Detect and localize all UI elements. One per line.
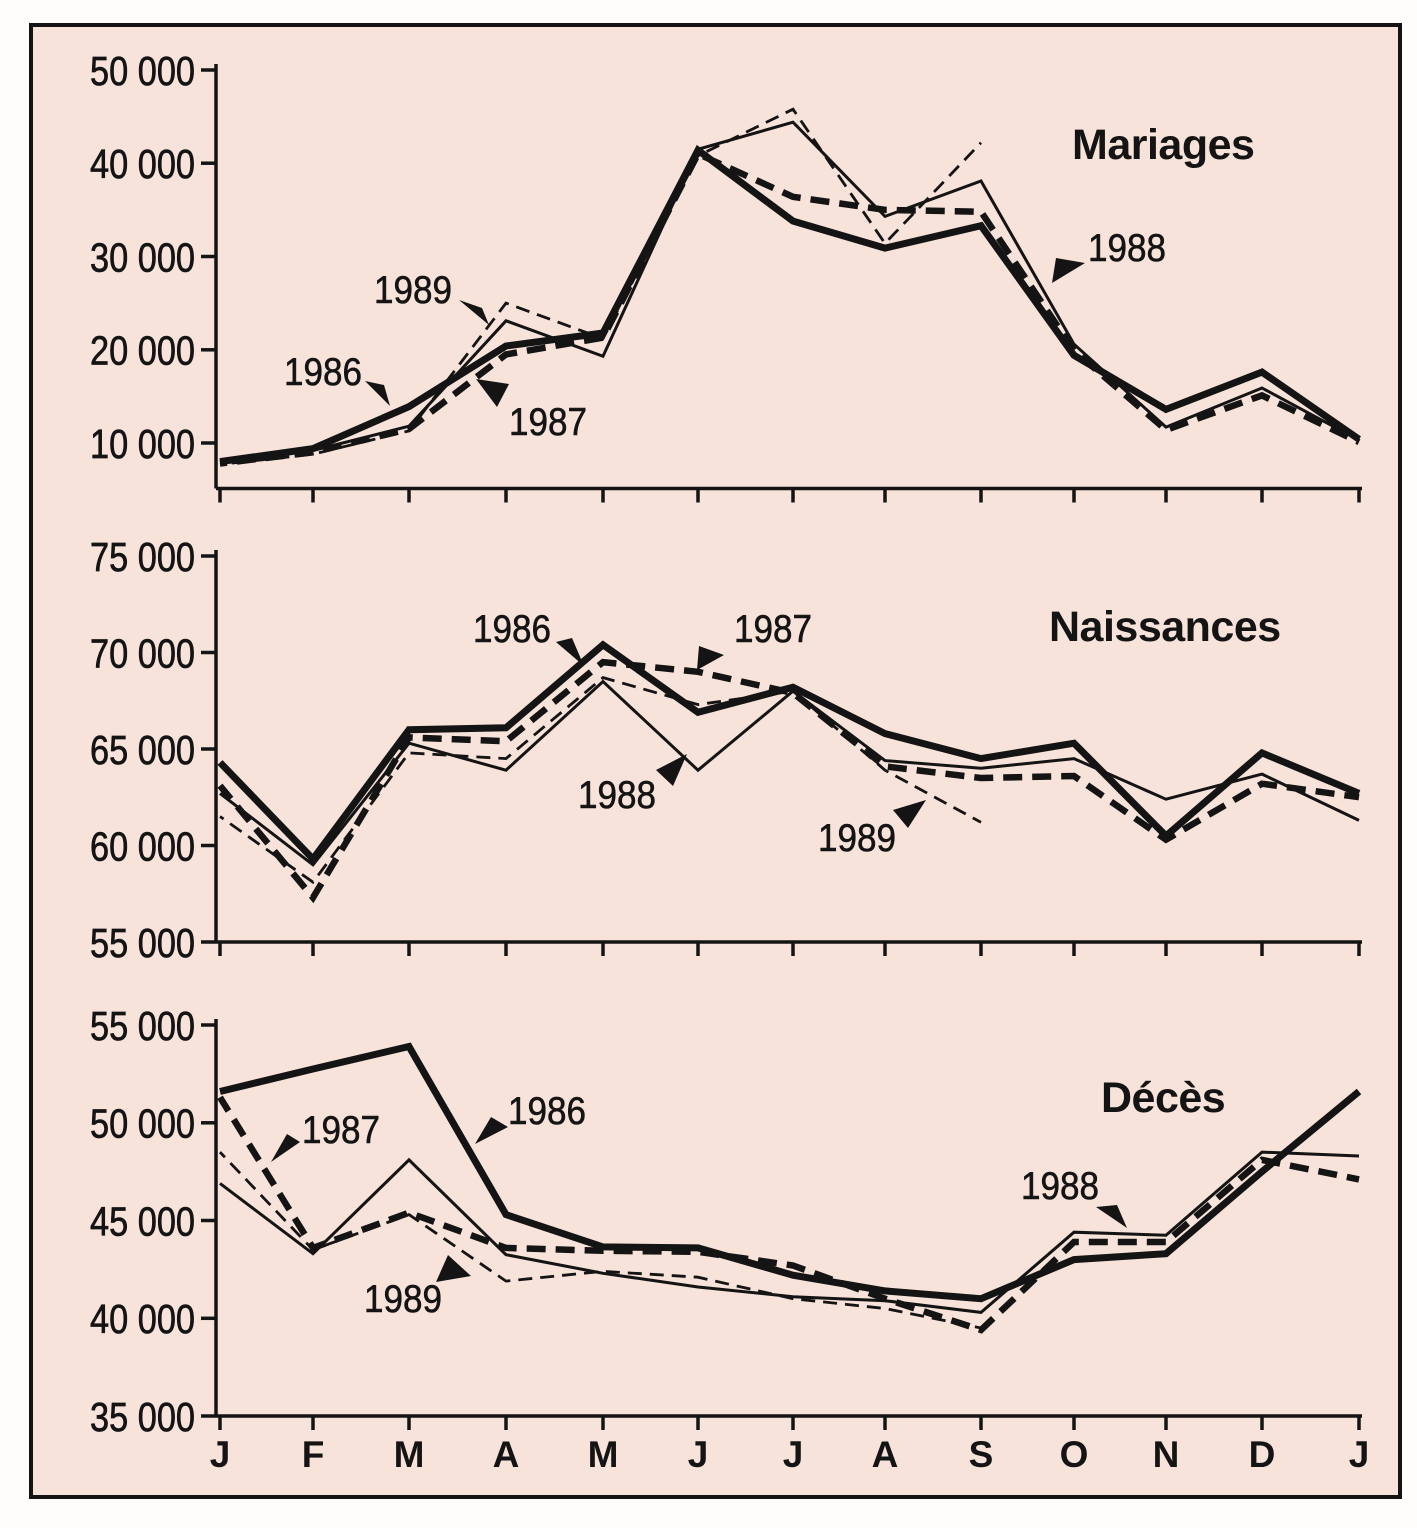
svg-text:O: O [1060, 1434, 1089, 1475]
svg-text:F: F [302, 1434, 325, 1475]
svg-text:75 000: 75 000 [90, 534, 195, 580]
svg-text:20 000: 20 000 [90, 328, 195, 374]
svg-text:50 000: 50 000 [90, 48, 195, 94]
svg-text:10 000: 10 000 [90, 421, 195, 467]
svg-text:M: M [588, 1434, 619, 1475]
svg-text:1988: 1988 [578, 774, 656, 817]
svg-text:35 000: 35 000 [90, 1394, 195, 1440]
svg-text:1986: 1986 [284, 351, 362, 394]
svg-text:1988: 1988 [1088, 227, 1166, 270]
svg-text:1989: 1989 [374, 269, 452, 312]
svg-text:J: J [783, 1434, 804, 1475]
svg-text:55 000: 55 000 [90, 1003, 195, 1049]
svg-text:55 000: 55 000 [90, 920, 195, 966]
svg-text:40 000: 40 000 [90, 141, 195, 187]
svg-text:1987: 1987 [509, 401, 587, 444]
svg-text:45 000: 45 000 [90, 1198, 195, 1244]
svg-text:A: A [493, 1434, 520, 1475]
svg-text:1987: 1987 [734, 608, 812, 651]
svg-text:S: S [969, 1434, 994, 1475]
svg-text:1989: 1989 [364, 1278, 442, 1321]
svg-text:D: D [1249, 1434, 1276, 1475]
svg-text:30 000: 30 000 [90, 234, 195, 280]
svg-text:40 000: 40 000 [90, 1296, 195, 1342]
svg-text:J: J [1349, 1434, 1370, 1475]
svg-text:50 000: 50 000 [90, 1101, 195, 1147]
svg-text:Décès: Décès [1101, 1074, 1225, 1122]
svg-text:70 000: 70 000 [90, 630, 195, 676]
svg-text:1986: 1986 [473, 608, 551, 651]
svg-text:N: N [1153, 1434, 1180, 1475]
svg-text:1988: 1988 [1021, 1165, 1099, 1208]
svg-text:M: M [394, 1434, 425, 1475]
svg-text:65 000: 65 000 [90, 727, 195, 773]
svg-text:1987: 1987 [302, 1109, 380, 1152]
svg-text:1989: 1989 [818, 817, 896, 860]
svg-text:A: A [872, 1434, 899, 1475]
svg-text:1986: 1986 [508, 1090, 586, 1133]
svg-text:J: J [688, 1434, 709, 1475]
svg-text:J: J [210, 1434, 231, 1475]
svg-text:Naissances: Naissances [1049, 603, 1281, 651]
svg-text:60 000: 60 000 [90, 823, 195, 869]
svg-text:Mariages: Mariages [1072, 121, 1254, 169]
